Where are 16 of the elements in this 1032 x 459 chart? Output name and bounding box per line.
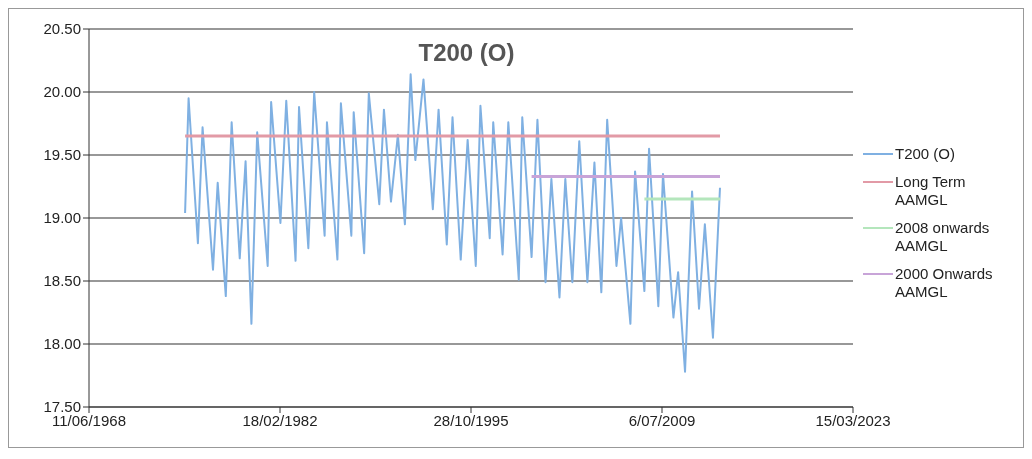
y-tick-label: 20.00 (43, 83, 81, 101)
legend-label: 2000 Onwards AAMGL (895, 265, 994, 301)
chart-title: T200 (O) (417, 39, 516, 67)
y-tick-label: 18.00 (43, 335, 81, 353)
y-tick-label: 19.50 (43, 146, 81, 164)
x-tick-label: 28/10/1995 (433, 411, 509, 429)
legend-label: T200 (O) (895, 145, 956, 163)
legend-label: 2008 onwards AAMGL (895, 219, 991, 255)
y-tick-label: 20.50 (43, 20, 81, 38)
x-tick-label: 15/03/2023 (815, 411, 891, 429)
legend-label: Long Term AAMGL (895, 173, 967, 209)
x-tick-label: 18/02/1982 (242, 411, 318, 429)
x-tick-label: 6/07/2009 (628, 411, 696, 429)
line-series (184, 73, 721, 373)
y-tick-label: 18.50 (43, 272, 81, 290)
y-tick-label: 19.00 (43, 209, 81, 227)
